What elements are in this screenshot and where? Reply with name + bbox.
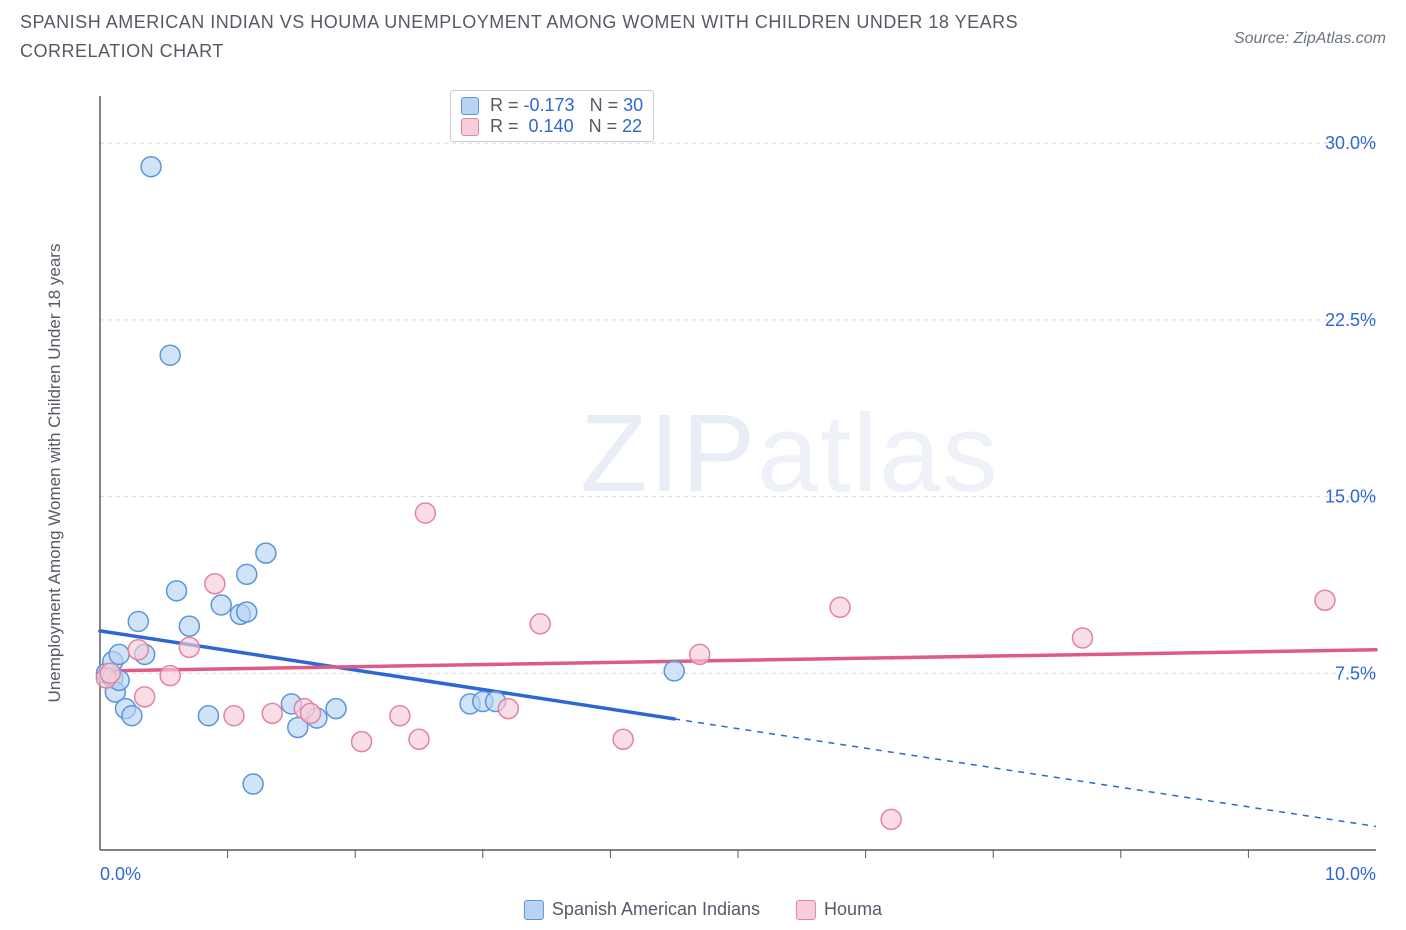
svg-text:22.5%: 22.5% [1325,310,1376,330]
legend-label: Houma [824,899,882,920]
legend-item: Houma [796,899,882,920]
chart-title: SPANISH AMERICAN INDIAN VS HOUMA UNEMPLO… [20,8,1120,66]
svg-text:10.0%: 10.0% [1325,864,1376,884]
chart-source: Source: ZipAtlas.com [1234,8,1386,48]
svg-text:15.0%: 15.0% [1325,487,1376,507]
stats-text: R = -0.173 N = 30 [485,95,643,116]
chart-header: SPANISH AMERICAN INDIAN VS HOUMA UNEMPLO… [0,0,1406,66]
stats-row: R = -0.173 N = 30 [461,95,643,116]
svg-text:0.0%: 0.0% [100,864,141,884]
svg-text:30.0%: 30.0% [1325,133,1376,153]
svg-text:7.5%: 7.5% [1335,663,1376,683]
chart-area: 7.5% 15.0% 22.5% 30.0% 0.0% 10.0% Unemployment… [20,90,1386,920]
legend-swatch-icon [461,118,479,136]
legend-swatch-icon [461,97,479,115]
legend-item: Spanish American Indians [524,899,760,920]
legend-swatch-icon [524,900,544,920]
legend-label: Spanish American Indians [552,899,760,920]
stats-row: R = 0.140 N = 22 [461,116,643,137]
scatter-chart-svg: 7.5% 15.0% 22.5% 30.0% 0.0% 10.0% Unemployment… [20,90,1386,890]
chart-legend: Spanish American Indians Houma [524,899,882,920]
legend-swatch-icon [796,900,816,920]
correlation-stats-box: R = -0.173 N = 30 R = 0.140 N = 22 [450,90,654,142]
stats-text: R = 0.140 N = 22 [485,116,642,137]
svg-text:Unemployment Among Women with: Unemployment Among Women with Children U… [45,244,64,703]
